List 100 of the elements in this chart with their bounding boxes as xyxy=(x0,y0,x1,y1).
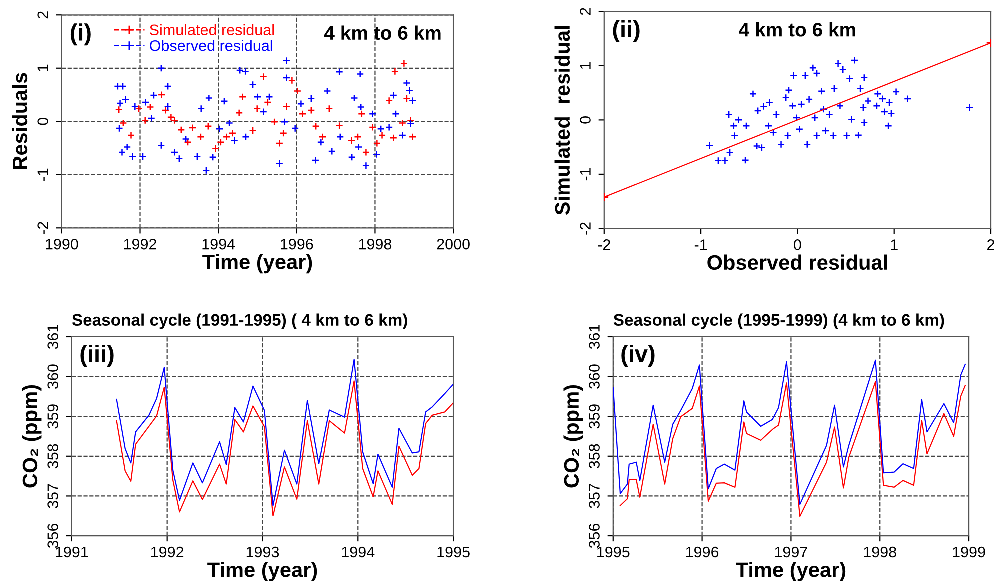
point xyxy=(167,113,176,122)
point xyxy=(358,110,366,118)
x-tick-label: 0 xyxy=(794,240,802,250)
point xyxy=(146,103,154,112)
point xyxy=(288,76,296,85)
y-axis-title: CO₂ (ppm) xyxy=(564,385,584,488)
x-tick-label: 1992 xyxy=(124,238,156,250)
point xyxy=(204,122,212,130)
y-tick-label: 2 xyxy=(38,12,48,19)
y-tick-label: 359 xyxy=(589,404,600,429)
point xyxy=(312,122,320,130)
y-tick-label: 361 xyxy=(48,324,58,350)
point xyxy=(385,96,394,105)
x-axis-title: Time (year) xyxy=(208,562,318,582)
point xyxy=(362,148,370,156)
x-axis-title: Time (year) xyxy=(202,254,312,274)
point xyxy=(177,126,186,134)
y-tick-label: 358 xyxy=(48,444,58,469)
x-tick-label: 1996 xyxy=(281,238,314,250)
point xyxy=(253,104,262,113)
x-tick-label: 1994 xyxy=(202,238,236,250)
point xyxy=(235,109,244,117)
point xyxy=(280,129,288,138)
y-tick-label: -1 xyxy=(580,168,591,181)
x-tick-label: 1995 xyxy=(438,546,470,558)
point xyxy=(318,133,327,141)
y-tick-label: 357 xyxy=(48,484,58,508)
point xyxy=(336,122,344,130)
point xyxy=(260,73,268,81)
point xyxy=(162,106,170,114)
point xyxy=(282,102,291,111)
y-tick-label: 0 xyxy=(38,118,48,126)
point xyxy=(373,140,382,148)
x-tick-label: 1992 xyxy=(152,546,184,558)
y-tick-label: 358 xyxy=(589,444,600,469)
point xyxy=(400,60,408,68)
y-axis-title: Residuals xyxy=(12,73,28,170)
point xyxy=(158,91,166,99)
chart-title: Seasonal cycle (1995-1999) (4 km to 6 km) xyxy=(614,314,944,330)
x-tick-label: 1998 xyxy=(359,238,392,250)
y-tick-label: 1 xyxy=(38,64,48,72)
chart-title: Seasonal cycle (1991-1995) ( 4 km to 6 km) xyxy=(72,314,408,330)
annotation: (iii) xyxy=(80,344,114,367)
x-tick-label: 1996 xyxy=(686,546,719,558)
point xyxy=(120,119,128,128)
x-tick-label: 1998 xyxy=(864,546,896,558)
point xyxy=(378,132,386,140)
x-tick-label: 1993 xyxy=(246,546,280,558)
annotation: (iv) xyxy=(622,344,655,367)
point xyxy=(115,106,123,114)
y-tick-label: -2 xyxy=(38,222,48,234)
legend-label: Simulated residual xyxy=(150,24,274,36)
point xyxy=(391,68,400,76)
point xyxy=(264,98,272,106)
point xyxy=(184,138,192,146)
point xyxy=(249,126,257,135)
y-tick-label: 360 xyxy=(589,364,600,389)
annotation: (ii) xyxy=(613,20,640,42)
x-tick-label: 2000 xyxy=(437,238,470,250)
y-tick-label: -2 xyxy=(580,222,591,235)
point xyxy=(326,104,334,113)
y-tick-label: 0 xyxy=(580,116,591,124)
x-tick-label: -2 xyxy=(598,240,610,250)
point xyxy=(188,124,197,132)
x-tick-label: 1991 xyxy=(56,546,88,558)
point xyxy=(403,94,411,103)
y-axis-title: CO₂ (ppm) xyxy=(22,385,42,488)
y-axis-title: Simulated residual xyxy=(554,26,570,216)
line-series xyxy=(116,380,454,517)
x-tick-label: 1997 xyxy=(775,546,808,558)
x-tick-label: -1 xyxy=(694,240,708,250)
point xyxy=(390,134,398,142)
y-tick-label: 360 xyxy=(48,364,58,389)
point xyxy=(141,116,150,124)
x-tick-label: 1990 xyxy=(46,238,78,250)
x-tick-label: 2 xyxy=(988,240,994,250)
x-axis-title: Time (year) xyxy=(736,562,846,582)
legend-label: Observed residual xyxy=(150,40,272,52)
point xyxy=(298,110,307,118)
point xyxy=(276,140,284,148)
x-tick-label: 1995 xyxy=(598,546,630,558)
point xyxy=(170,116,179,124)
annotation: 4 km to 6 km xyxy=(739,22,856,37)
x-axis-title: Observed residual xyxy=(708,254,888,270)
annotation: 4 km to 6 km xyxy=(324,26,441,40)
annotation: (i) xyxy=(70,24,91,46)
y-tick-label: 1 xyxy=(580,62,591,69)
point xyxy=(135,104,143,113)
y-tick-label: 359 xyxy=(48,404,58,429)
point xyxy=(294,87,302,96)
point xyxy=(127,132,136,140)
x-tick-label: 1994 xyxy=(342,546,375,558)
point xyxy=(217,138,225,146)
point xyxy=(238,93,247,102)
point xyxy=(368,124,377,132)
point xyxy=(270,118,278,126)
point xyxy=(408,133,417,141)
y-tick-label: 357 xyxy=(589,484,600,508)
x-tick-label: 1999 xyxy=(953,546,986,558)
point xyxy=(197,133,205,141)
